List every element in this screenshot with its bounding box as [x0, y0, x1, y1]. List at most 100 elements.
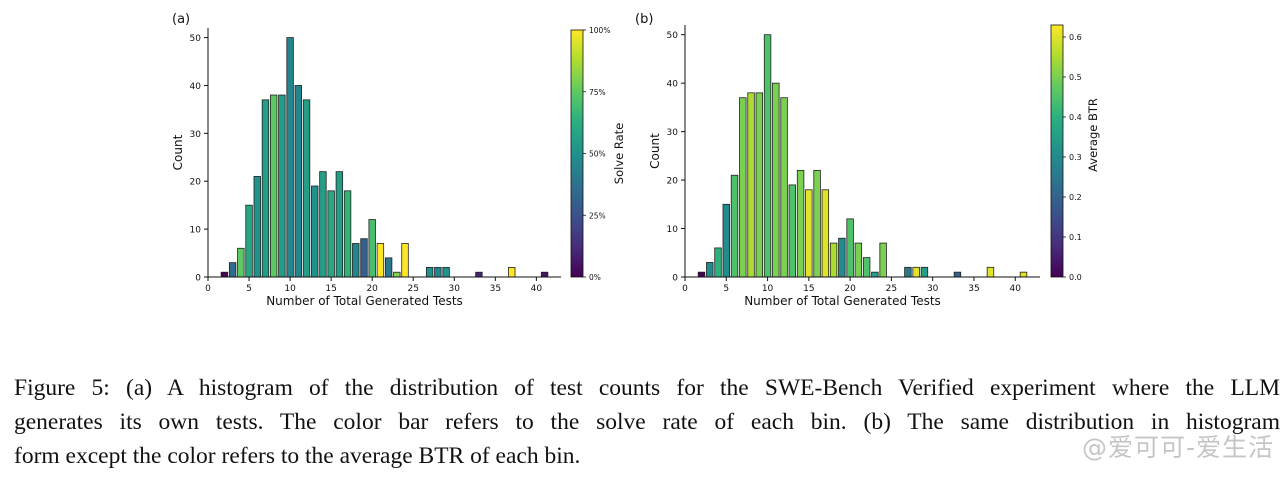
- y-tick-label: 40: [190, 82, 202, 92]
- histogram-bar: [697, 271, 706, 278]
- histogram-bar: [335, 171, 344, 278]
- colorbar-tick-label: 0.0: [1069, 273, 1082, 282]
- colorbar-tick-label: 0.3: [1069, 153, 1082, 162]
- histogram-bar: [986, 266, 995, 278]
- y-tick-label: 30: [190, 130, 202, 140]
- panel-label: (b): [635, 12, 653, 27]
- histogram-bar: [763, 34, 772, 278]
- y-tick-label: 30: [667, 128, 679, 138]
- colorbar-tick-label: 0.2: [1069, 193, 1082, 202]
- histogram-bar: [920, 266, 929, 278]
- histogram-bar: [319, 171, 327, 278]
- histogram-bar: [871, 271, 879, 278]
- y-tick-label: 0: [195, 274, 201, 284]
- histogram-bar: [253, 176, 261, 278]
- histogram-bar: [796, 169, 805, 278]
- histogram-bar: [384, 257, 393, 278]
- x-tick-label: 40: [1010, 284, 1022, 294]
- histogram-bar: [302, 99, 311, 278]
- histogram-bar: [862, 257, 871, 278]
- x-tick-label: 20: [844, 284, 856, 294]
- histogram-bar: [327, 190, 335, 278]
- histogram-bar: [237, 247, 245, 278]
- histogram-bar: [805, 189, 813, 278]
- panel-label: (a): [172, 12, 190, 27]
- x-tick-label: 30: [449, 284, 461, 294]
- histogram-bar: [706, 262, 714, 278]
- x-tick-label: 5: [246, 284, 252, 294]
- watermark-text: @爱可可-爱生活: [1081, 433, 1274, 462]
- histogram-bar: [912, 266, 920, 278]
- x-tick-label: 35: [490, 284, 501, 294]
- y-tick-label: 40: [667, 80, 679, 90]
- histogram-bar: [788, 184, 797, 278]
- colorbar-tick-label: 0.5: [1069, 73, 1082, 82]
- histogram-bar: [228, 262, 237, 278]
- x-tick-label: 10: [284, 284, 296, 294]
- histogram-bar: [821, 189, 830, 278]
- histogram-panel-a: (a) 0 5 10 15 20 25 30 35 40 0 10 20 30 40 50 Number of …: [171, 12, 626, 308]
- histogram-bar: [425, 267, 434, 278]
- y-tick-label: 20: [190, 178, 202, 188]
- histogram-bar: [846, 218, 854, 278]
- x-axis-label: Number of Total Generated Tests: [744, 294, 941, 308]
- x-tick-label: 35: [968, 284, 979, 294]
- colorbar-tick-label: 0%: [589, 273, 601, 282]
- histogram-bar: [368, 219, 376, 278]
- histogram-bar: [401, 243, 409, 278]
- y-tick-label: 20: [667, 177, 679, 187]
- histogram-bar: [434, 267, 442, 278]
- colorbar: [1050, 24, 1064, 278]
- histogram-bar: [393, 271, 401, 278]
- histogram-bar: [343, 190, 352, 278]
- histogram-bar: [739, 97, 747, 278]
- y-tick-label: 0: [672, 274, 678, 284]
- histogram-bar: [813, 169, 821, 278]
- y-tick-label: 10: [667, 225, 679, 235]
- histogram-bar: [442, 267, 450, 278]
- x-tick-label: 10: [762, 284, 774, 294]
- y-axis-label: Count: [171, 134, 185, 170]
- colorbar-label: Average BTR: [1086, 98, 1100, 172]
- y-axis-label: Count: [648, 133, 662, 169]
- x-tick-label: 30: [927, 284, 939, 294]
- histogram-bar: [838, 237, 846, 278]
- histogram-bar: [755, 92, 763, 278]
- colorbar-tick-label: 0.4: [1069, 113, 1082, 122]
- x-tick-label: 40: [531, 284, 543, 294]
- histogram-bar: [311, 185, 319, 278]
- x-tick-label: 25: [408, 284, 419, 294]
- x-tick-label: 5: [723, 284, 729, 294]
- caption-line-1: Figure 5: (a) A histogram of the distrib…: [14, 375, 1280, 401]
- y-tick-label: 50: [190, 34, 202, 44]
- colorbar: [570, 29, 584, 278]
- histogram-bar: [730, 174, 739, 278]
- histogram-bar: [352, 243, 360, 278]
- x-axis-label: Number of Total Generated Tests: [266, 294, 463, 308]
- histogram-bar: [772, 82, 780, 278]
- figure-caption: Figure 5: (a) A histogram of the distrib…: [14, 371, 1280, 473]
- x-tick-label: 25: [886, 284, 897, 294]
- histogram-bar: [854, 242, 863, 278]
- histogram-bar: [508, 267, 516, 278]
- histogram-bar: [1019, 271, 1028, 278]
- histogram-bar: [269, 94, 278, 278]
- histogram-bar: [953, 271, 962, 278]
- colorbar-tick-label: 100%: [589, 26, 610, 35]
- colorbar-label: Solve Rate: [612, 123, 626, 184]
- colorbar-tick-label: 0.1: [1069, 233, 1082, 242]
- colorbar-tick-label: 25%: [589, 211, 606, 220]
- histogram-bar: [261, 99, 270, 278]
- histogram-bar: [376, 243, 385, 278]
- histogram-bar: [360, 238, 368, 278]
- histogram-bar: [286, 37, 294, 278]
- histogram-bar: [780, 97, 788, 278]
- x-tick-label: 15: [325, 284, 336, 294]
- histogram-bar: [220, 271, 229, 278]
- histogram-bar: [722, 203, 730, 278]
- colorbar-tick-label: 75%: [589, 88, 606, 97]
- histogram-bar: [475, 271, 483, 278]
- caption-line-3: form except the color refers to the aver…: [14, 443, 581, 469]
- x-tick-label: 0: [682, 284, 688, 294]
